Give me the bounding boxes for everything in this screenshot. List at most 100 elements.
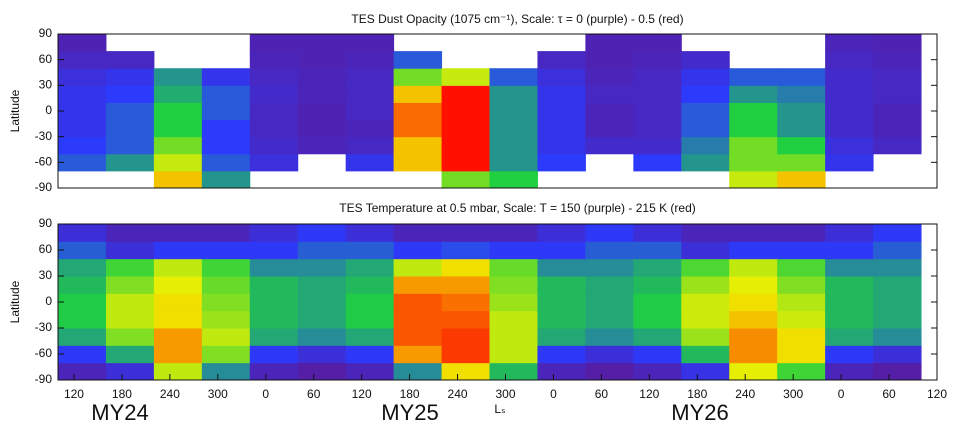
y-tick-label: 30 (39, 78, 53, 92)
heatmap-cell (58, 85, 107, 103)
heatmap-cell (873, 328, 922, 346)
heatmap-cell (825, 34, 874, 52)
y-tick-label: -30 (35, 320, 53, 334)
heatmap-cell (537, 310, 586, 329)
x-tick-label: 120 (639, 387, 659, 401)
heatmap-cell (58, 51, 107, 69)
heatmap-cell (633, 328, 682, 346)
heatmap-cell (825, 345, 874, 364)
heatmap-cell (153, 85, 203, 103)
heatmap-cell (729, 258, 778, 277)
heatmap-cell (297, 224, 347, 242)
heatmap-cell (681, 224, 730, 242)
heatmap-cell (249, 276, 299, 294)
heatmap-cell (729, 153, 778, 172)
heatmap-cell (873, 258, 922, 277)
heatmap-cell (729, 102, 778, 121)
heatmap-cell (537, 345, 586, 364)
heatmap-cell (777, 136, 826, 155)
heatmap-cell (393, 293, 443, 312)
heatmap-cell (825, 328, 874, 346)
heatmap-cell (105, 136, 155, 155)
heatmap-cell (249, 258, 299, 277)
heatmap-cell (393, 362, 443, 381)
heatmap-cell (393, 258, 443, 277)
heatmap-cell (585, 34, 634, 52)
y-tick-label: -90 (35, 372, 53, 386)
heatmap-cell (873, 293, 922, 312)
heatmap-cell (297, 51, 347, 69)
heatmap-cell (249, 345, 299, 364)
heatmap-cell (201, 136, 251, 155)
heatmap-cell (58, 68, 107, 86)
heatmap-cell (537, 276, 586, 294)
heatmap-cell (441, 68, 491, 86)
y-tick-label: 0 (45, 103, 52, 117)
y-tick-label: -90 (35, 180, 53, 194)
heatmap-cell (441, 136, 491, 155)
heatmap-cell (489, 328, 538, 346)
heatmap-cell (633, 310, 682, 329)
heatmap-cell (681, 293, 730, 312)
heatmap-cell (441, 345, 491, 364)
y-tick-label: 90 (39, 26, 53, 40)
heatmap-cell (729, 119, 778, 138)
heatmap-cell (297, 68, 347, 86)
heatmap-cell (537, 224, 586, 242)
heatmap-cell (297, 34, 347, 52)
heatmap-cell (249, 153, 299, 172)
x-tick-label: 300 (783, 387, 803, 401)
heatmap-cell (729, 362, 778, 381)
heatmap-cell (729, 276, 778, 294)
heatmap-cell (153, 136, 203, 155)
heatmap-cell (58, 310, 107, 329)
heatmap-cell (345, 345, 395, 364)
heatmap-cell (681, 51, 730, 69)
heatmap-cell (729, 310, 778, 329)
heatmap-cell (441, 153, 491, 172)
heatmap-cell (681, 119, 730, 138)
heatmap-cell (105, 310, 155, 329)
heatmap-cell (105, 293, 155, 312)
heatmap-cell (825, 85, 874, 103)
heatmap-cell (585, 362, 634, 381)
heatmap-cell (105, 328, 155, 346)
heatmap-cell (153, 362, 203, 381)
heatmap-cell (201, 276, 251, 294)
heatmap-cell (489, 241, 538, 260)
heatmap-cell (153, 328, 203, 346)
heatmap-cell (825, 68, 874, 86)
x-tick-label: 240 (735, 387, 755, 401)
heatmap-cell (585, 310, 634, 329)
heatmap-cell (585, 85, 634, 103)
heatmap-cell (537, 85, 586, 103)
heatmap-cell (585, 345, 634, 364)
panel-title: TES Temperature at 0.5 mbar, Scale: T = … (339, 201, 696, 215)
heatmap-cell (489, 258, 538, 277)
heatmap-cell (249, 119, 299, 138)
y-tick-label: -60 (35, 346, 53, 360)
heatmap-cell (729, 241, 778, 260)
heatmap-cell (58, 34, 107, 52)
heatmap-cell (345, 310, 395, 329)
heatmap-cell (873, 102, 922, 121)
heatmap-cell (58, 119, 107, 138)
heatmap-cell (297, 276, 347, 294)
heatmap-cell (201, 241, 251, 260)
heatmap-cell (297, 310, 347, 329)
heatmap-cell (201, 119, 251, 138)
heatmap-cell (105, 241, 155, 260)
y-tick-label: 60 (39, 52, 53, 66)
heatmap-cell (345, 85, 395, 103)
heatmap-cell (441, 102, 491, 121)
heatmap-cell (345, 51, 395, 69)
heatmap-cell (681, 153, 730, 172)
heatmap-cell (729, 293, 778, 312)
heatmap-cell (537, 293, 586, 312)
heatmap-cell (633, 85, 682, 103)
heatmap-cell (777, 153, 826, 172)
heatmap-cell (873, 34, 922, 52)
heatmap-cell (249, 136, 299, 155)
heatmap-cell (345, 102, 395, 121)
heatmap-cell (441, 241, 491, 260)
